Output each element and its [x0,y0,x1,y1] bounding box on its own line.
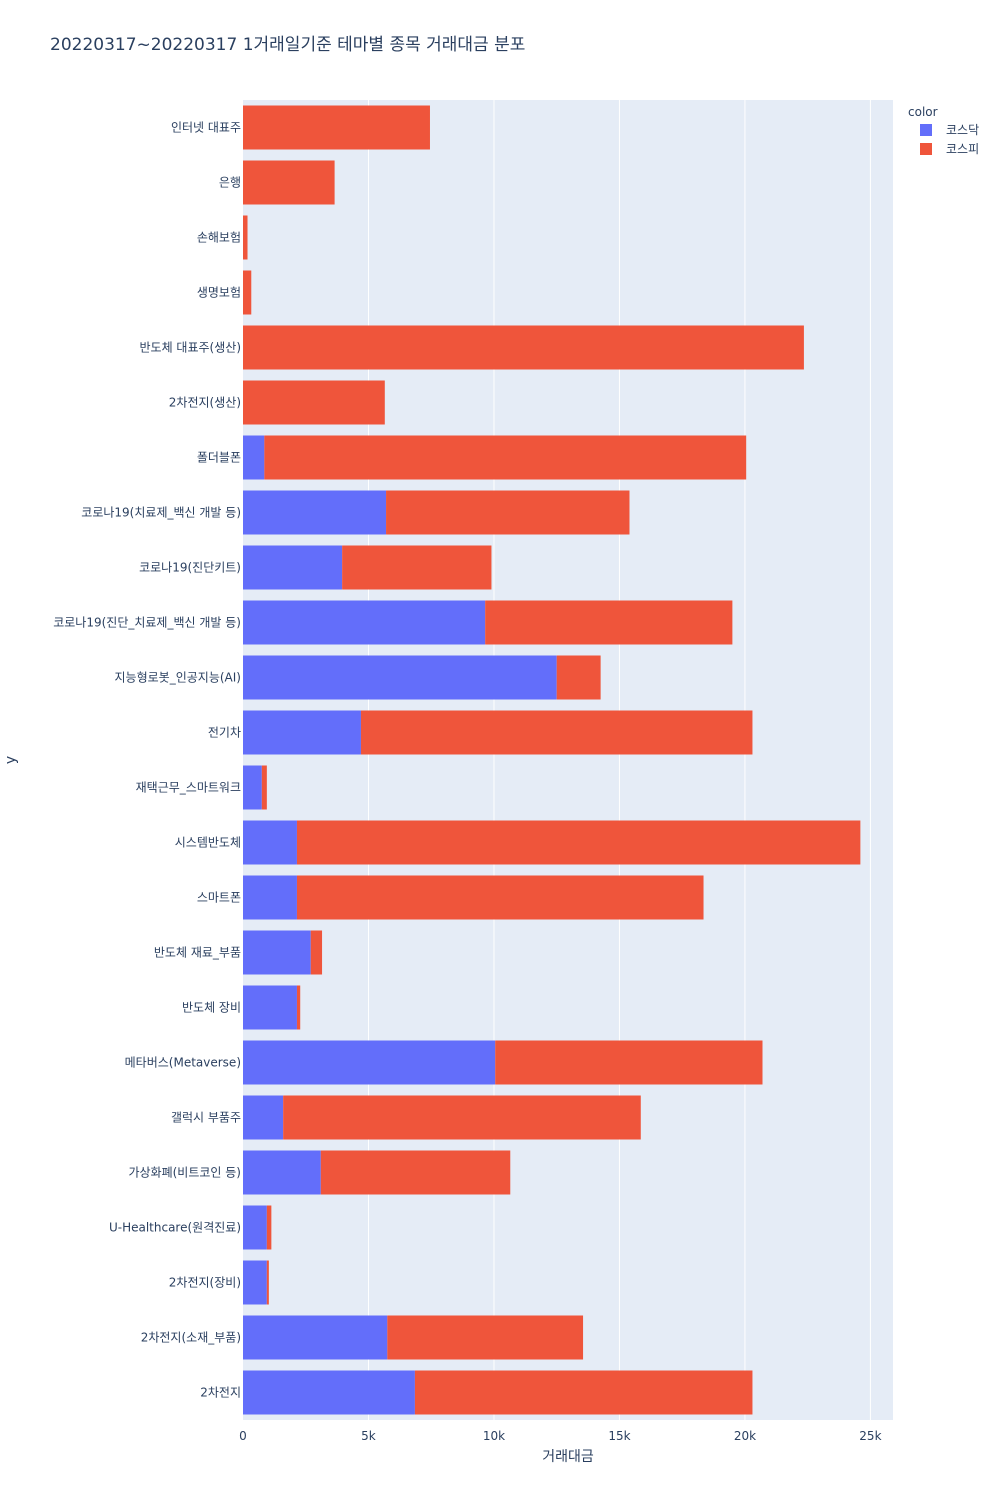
bar-코스피 [243,325,804,370]
y-tick-label: 2차전지 [200,1386,241,1400]
x-axis-title: 거래대금 [542,1449,594,1465]
bar-코스피 [283,1095,641,1140]
bar-코스피 [310,930,323,975]
bar-코스닥 [243,1370,415,1415]
y-tick-label: 2차전지(소재_부품) [141,1331,241,1345]
legend-label[interactable]: 코스닥 [946,123,979,137]
y-tick-label: 은행 [219,175,241,190]
y-tick-label: 메타버스(Metaverse) [125,1056,241,1070]
bar-코스피 [296,875,704,920]
bar-코스피 [266,1260,269,1305]
bar-코스피 [485,600,733,645]
bar-코스피 [266,1205,272,1250]
bar-코스닥 [243,1095,284,1140]
bar-코스피 [243,270,252,315]
x-tick-label: 0 [239,1429,247,1443]
x-tick-labels: 0 5k 10k 15k 20k 25k [239,1429,881,1443]
gridlines [367,100,871,1420]
bar-코스닥 [243,435,265,480]
bar-코스닥 [243,600,486,645]
bar-코스피 [261,765,267,810]
bar-코스피 [360,710,753,755]
bar-코스닥 [243,655,557,700]
bar-코스피 [414,1370,753,1415]
bar-코스닥 [243,490,387,535]
bar-코스피 [296,820,861,865]
bar-코스닥 [243,1315,388,1360]
y-tick-label: 가상화폐(비트코인 등) [128,1166,241,1180]
x-tick-label: 25k [859,1429,881,1443]
bar-코스피 [296,985,301,1030]
bar-코스닥 [243,985,297,1030]
legend-label[interactable]: 코스피 [946,142,979,156]
y-tick-label: 2차전지(생산) [169,396,241,410]
bar-코스닥 [243,1260,267,1305]
bar-코스닥 [243,1150,321,1195]
bar-코스피 [243,105,430,150]
x-tick-label: 5k [361,1429,376,1443]
y-tick-label: 재택근무_스마트워크 [136,781,241,795]
bar-코스닥 [243,710,361,755]
y-tick-label: 코로나19(진단_치료제_백신 개발 등) [53,616,241,630]
legend-title: color [908,105,938,119]
x-tick-label: 20k [734,1429,756,1443]
y-tick-label: 시스템반도체 [175,836,241,850]
bar-코스피 [387,1315,584,1360]
bar-코스닥 [243,545,343,590]
bar-코스피 [342,545,492,590]
bar-코스피 [320,1150,511,1195]
bar-코스닥 [243,820,297,865]
y-tick-label: 반도체 장비 [182,1001,241,1015]
bar-코스피 [495,1040,763,1085]
legend-swatch[interactable] [920,124,932,136]
bar-코스피 [386,490,630,535]
y-tick-label: 스마트폰 [197,891,241,905]
y-tick-label: 인터넷 대표주 [171,121,241,135]
y-tick-label: 갤럭시 부품주 [171,1111,241,1125]
x-tick-label: 10k [483,1429,505,1443]
y-tick-label: 생명보험 [197,286,241,300]
x-tick-label: 15k [608,1429,630,1443]
bar-코스피 [556,655,601,700]
y-tick-label: 코로나19(치료제_백신 개발 등) [81,506,241,520]
y-tick-label: 반도체 재료_부품 [154,946,241,960]
bar-코스피 [243,160,335,205]
bar-코스피 [243,215,248,260]
y-axis-title: y [3,756,19,764]
legend-swatch[interactable] [920,143,932,155]
y-tick-label: 손해보험 [197,231,241,245]
y-tick-label: 반도체 대표주(생산) [140,341,242,355]
y-tick-label: 코로나19(진단키트) [139,561,241,575]
bar-코스피 [264,435,747,480]
y-tick-label: U-Healthcare(원격진료) [109,1221,241,1235]
chart-title: 20220317~20220317 1거래일기준 테마별 종목 거래대금 분포 [50,35,525,55]
bar-코스닥 [243,930,311,975]
y-tick-label: 지능형로봇_인공지능(AI) [115,671,241,685]
bar-코스피 [243,380,385,425]
bar-코스닥 [243,1205,267,1250]
bar-코스닥 [243,1040,496,1085]
bar-코스닥 [243,875,297,920]
y-tick-label: 전기차 [208,726,241,740]
bars [243,105,861,1415]
bar-코스닥 [243,765,262,810]
plot-background [243,100,893,1420]
y-tick-label: 2차전지(장비) [169,1276,241,1290]
y-tick-label: 폴더블폰 [197,451,241,465]
